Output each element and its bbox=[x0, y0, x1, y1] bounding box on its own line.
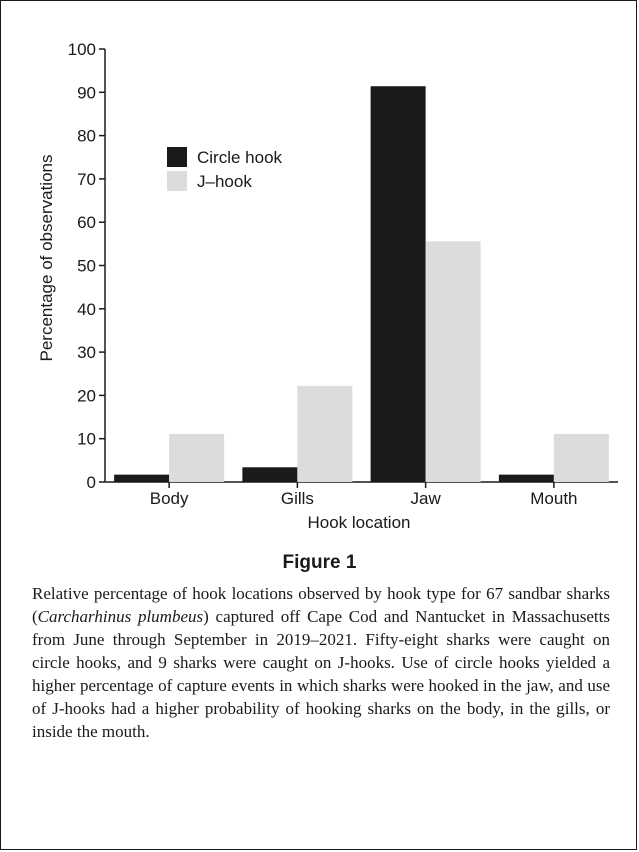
x-axis: Body Gills Jaw Mouth bbox=[105, 481, 618, 508]
bar-j-hook-gills bbox=[297, 385, 353, 482]
x-axis-label: Hook location bbox=[307, 513, 410, 532]
legend: Circle hook J–hook bbox=[167, 147, 283, 191]
bar-j-hook-mouth bbox=[553, 433, 609, 482]
x-tick-label: Jaw bbox=[411, 489, 442, 508]
bar-circle-hook-body bbox=[114, 474, 170, 482]
legend-swatch bbox=[167, 171, 187, 191]
legend-label: J–hook bbox=[197, 172, 252, 191]
y-tick-label: 30 bbox=[77, 343, 96, 362]
x-tick-label: Body bbox=[150, 489, 189, 508]
y-tick-label: 100 bbox=[68, 40, 96, 59]
y-tick-label: 70 bbox=[77, 170, 96, 189]
caption-text-1: Relative percentage of hook locations ob… bbox=[32, 584, 610, 626]
bar-circle-hook-gills bbox=[242, 467, 298, 482]
y-tick-label: 80 bbox=[77, 127, 96, 146]
y-tick-label: 60 bbox=[77, 213, 96, 232]
y-tick-label: 0 bbox=[87, 473, 96, 492]
bar-j-hook-body bbox=[169, 433, 225, 482]
caption-text-2: ) captured off Cape Cod and Nantucket in… bbox=[32, 607, 610, 741]
bar-circle-hook-jaw bbox=[370, 86, 426, 482]
legend-swatch bbox=[167, 147, 187, 167]
y-axis-label: Percentage of observations bbox=[37, 155, 56, 362]
y-axis: 0 10 20 30 40 50 60 70 80 90 100 bbox=[68, 40, 106, 492]
bar-j-hook-jaw bbox=[425, 241, 481, 482]
y-tick-label: 40 bbox=[77, 300, 96, 319]
y-tick-label: 90 bbox=[77, 83, 96, 102]
x-tick-label: Gills bbox=[281, 489, 314, 508]
bar-circle-hook-mouth bbox=[498, 474, 554, 482]
y-tick-label: 10 bbox=[77, 430, 96, 449]
legend-label: Circle hook bbox=[197, 148, 283, 167]
bars bbox=[114, 86, 609, 482]
figure-caption: Relative percentage of hook locations ob… bbox=[32, 582, 610, 743]
y-tick-label: 20 bbox=[77, 386, 96, 405]
figure-title: Figure 1 bbox=[282, 552, 357, 573]
bar-chart: 0 10 20 30 40 50 60 70 80 90 100 Body Gills Jaw Mouth… bbox=[37, 40, 618, 532]
y-tick-label: 50 bbox=[77, 257, 96, 276]
x-tick-label: Mouth bbox=[530, 489, 577, 508]
caption-species-name: Carcharhinus plumbeus bbox=[37, 607, 204, 626]
